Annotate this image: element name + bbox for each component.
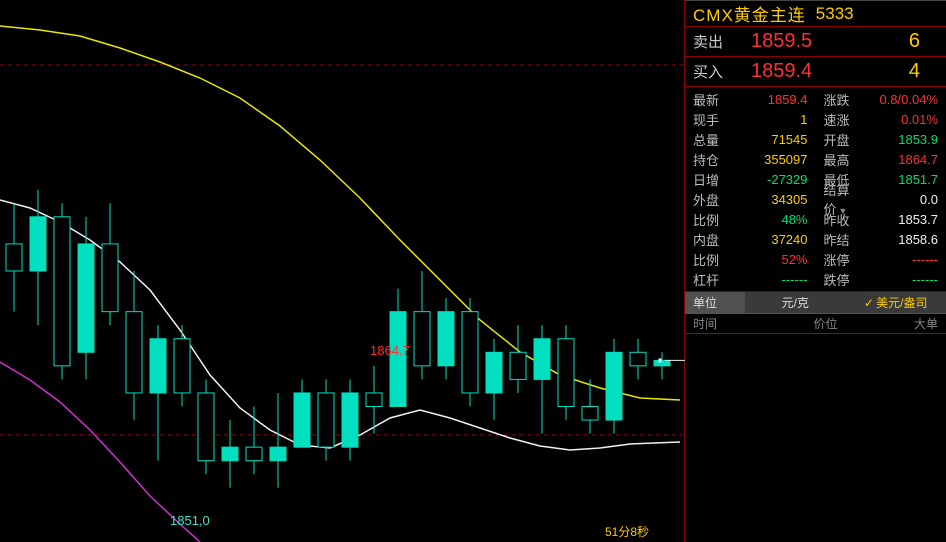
stat-speed-label: 速涨 xyxy=(824,110,860,129)
stat-psettle: 昨结1858.6 xyxy=(816,229,946,249)
stat-high-label: 最高 xyxy=(824,150,860,169)
quote-panel: CMX黄金主连 5333 卖出 1859.5 6 买入 1859.4 4 最新1… xyxy=(685,0,946,542)
stat-now-value: 1 xyxy=(729,112,808,127)
stat-oi: 持仓355097 xyxy=(685,149,816,169)
stat-open: 开盘1853.9 xyxy=(816,129,946,149)
title-row: CMX黄金主连 5333 xyxy=(685,1,946,27)
stat-high-value: 1864.7 xyxy=(860,152,939,167)
stat-high: 最高1864.7 xyxy=(816,149,946,169)
trade-list[interactable] xyxy=(685,334,946,542)
svg-text:51分8秒: 51分8秒 xyxy=(605,525,649,539)
unit-label: 单位 xyxy=(685,292,745,313)
stat-psettle-value: 1858.6 xyxy=(860,232,939,247)
buy-price: 1859.4 xyxy=(733,60,843,83)
buy-row[interactable]: 买入 1859.4 4 xyxy=(685,57,946,87)
stat-now-label: 现手 xyxy=(693,110,729,129)
stat-pclose-label: 昨收 xyxy=(824,210,860,229)
stat-settle-value: 0.0 xyxy=(860,192,939,207)
stat-now: 现手1 xyxy=(685,109,816,129)
stat-totvol: 总量71545 xyxy=(685,129,816,149)
sell-qty: 6 xyxy=(843,30,938,53)
stat-change-label: 涨跌 xyxy=(824,90,860,109)
stat-lever: 杠杆------ xyxy=(685,269,816,289)
stat-lever-value: ------ xyxy=(729,272,808,287)
stat-invol: 内盘37240 xyxy=(685,229,816,249)
stat-latest-value: 1859.4 xyxy=(729,92,808,107)
stat-latest: 最新1859.4 xyxy=(685,89,816,109)
stat-ratio1: 比例48% xyxy=(685,209,816,229)
stat-low-value: 1851.7 xyxy=(860,172,939,187)
stat-ratio2-label: 比例 xyxy=(693,250,729,269)
stat-ratio2-value: 52% xyxy=(729,252,808,267)
col-time: 时间 xyxy=(693,315,773,332)
stat-dnlim-label: 跌停 xyxy=(824,270,860,289)
trade-list-header: 时间 价位 大单 xyxy=(685,314,946,334)
stat-change-value: 0.8/0.04% xyxy=(860,92,939,107)
unit-option-cny[interactable]: 元/克 xyxy=(745,294,846,311)
stat-invol-value: 37240 xyxy=(729,232,808,247)
stat-totvol-value: 71545 xyxy=(729,132,808,147)
stat-uplim: 涨停------ xyxy=(816,249,946,269)
stat-dchg: 日增-27329 xyxy=(685,169,816,189)
stat-speed-value: 0.01% xyxy=(860,112,939,127)
svg-text:1864.7: 1864.7 xyxy=(370,343,410,358)
stat-pclose-value: 1853.7 xyxy=(860,212,939,227)
sell-row[interactable]: 卖出 1859.5 6 xyxy=(685,27,946,57)
candlestick-chart[interactable]: 1864.7 1851,0 51分8秒 xyxy=(0,0,685,542)
stats-grid: 最新1859.4涨跌0.8/0.04%现手1速涨0.01%总量71545开盘18… xyxy=(685,87,946,292)
stat-dchg-label: 日增 xyxy=(693,170,729,189)
stat-psettle-label: 昨结 xyxy=(824,230,860,249)
stat-open-label: 开盘 xyxy=(824,130,860,149)
stat-speed: 速涨0.01% xyxy=(816,109,946,129)
stat-ratio2: 比例52% xyxy=(685,249,816,269)
stat-open-value: 1853.9 xyxy=(860,132,939,147)
stat-outvol-label: 外盘 xyxy=(693,190,729,209)
col-price: 价位 xyxy=(773,315,878,332)
svg-text:1851,0: 1851,0 xyxy=(170,513,210,528)
buy-qty: 4 xyxy=(843,60,938,83)
stat-totvol-label: 总量 xyxy=(693,130,729,149)
stat-lever-label: 杠杆 xyxy=(693,270,729,289)
stat-oi-value: 355097 xyxy=(729,152,808,167)
stat-uplim-value: ------ xyxy=(860,252,939,267)
stat-change: 涨跌0.8/0.04% xyxy=(816,89,946,109)
sell-label: 卖出 xyxy=(693,31,733,52)
stat-dchg-value: -27329 xyxy=(729,172,808,187)
unit-row: 单位 元/克 ✓美元/盎司 xyxy=(685,292,946,314)
stat-invol-label: 内盘 xyxy=(693,230,729,249)
stat-dnlim: 跌停------ xyxy=(816,269,946,289)
stat-latest-label: 最新 xyxy=(693,90,729,109)
unit-option-usd[interactable]: ✓美元/盎司 xyxy=(846,294,946,311)
col-bigorder: 大单 xyxy=(878,315,938,332)
stat-uplim-label: 涨停 xyxy=(824,250,860,269)
stat-outvol: 外盘34305 xyxy=(685,189,816,209)
stat-ratio1-value: 48% xyxy=(729,212,808,227)
stat-ratio1-label: 比例 xyxy=(693,210,729,229)
stat-pclose: 昨收1853.7 xyxy=(816,209,946,229)
instrument-name: CMX黄金主连 xyxy=(693,1,806,26)
stat-dnlim-value: ------ xyxy=(860,272,939,287)
stat-settle: 结算价▼0.0 xyxy=(816,189,946,209)
stat-outvol-value: 34305 xyxy=(729,192,808,207)
buy-label: 买入 xyxy=(693,61,733,82)
sell-price: 1859.5 xyxy=(733,30,843,53)
instrument-code: 5333 xyxy=(816,4,854,24)
stat-oi-label: 持仓 xyxy=(693,150,729,169)
